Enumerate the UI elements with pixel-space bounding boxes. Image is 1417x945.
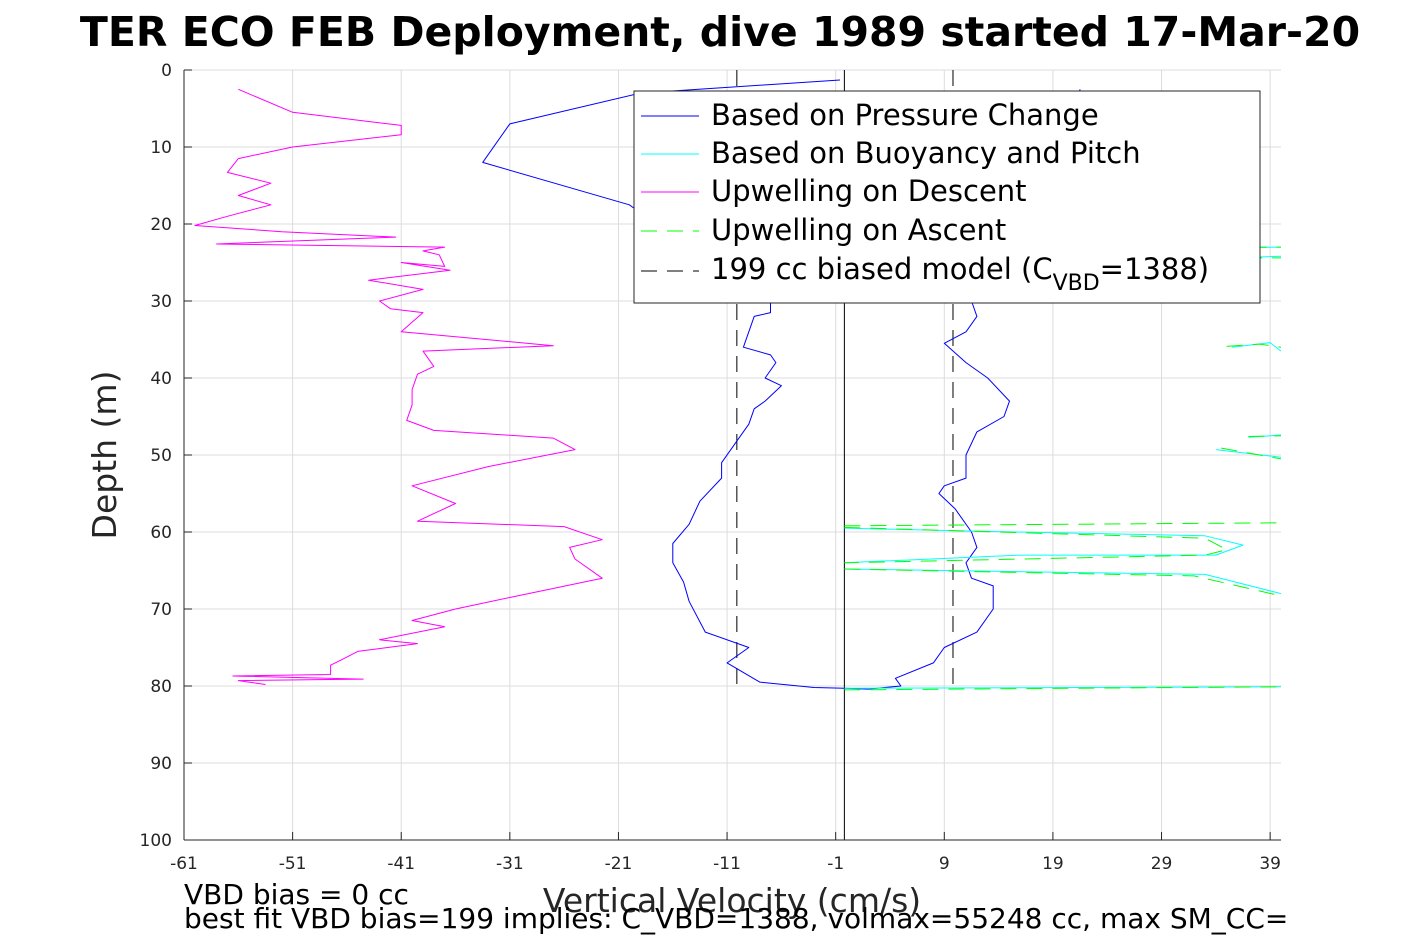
legend-box: [633, 90, 1261, 304]
legend-model-subscript: VBD: [1053, 271, 1100, 296]
legend-label-pressure: Based on Pressure Change: [711, 98, 1099, 132]
x-tick-label: 19: [1042, 854, 1064, 874]
y-tick-label: 70: [150, 600, 172, 620]
buoyancy-line: [844, 568, 1281, 595]
x-tick-label: -41: [387, 854, 415, 874]
y-tick-label: 100: [140, 831, 172, 851]
y-tick-label: 80: [150, 677, 172, 697]
y-tick-label: 50: [150, 446, 172, 466]
ticks: -61 -51 -41 -31 -21 -11 -1 9 19 29 39 0 10 20 30 40 50 60…: [140, 61, 1281, 874]
upwell-ascent-line: [1221, 447, 1281, 460]
x-tick-label: -11: [713, 854, 741, 874]
footer-best-fit: best fit VBD bias=199 implies: C_VBD=138…: [184, 902, 1288, 935]
x-tick-label: -51: [279, 854, 307, 874]
y-axis-label: Depth (m): [85, 371, 124, 540]
y-tick-label: 60: [150, 523, 172, 543]
buoyancy-line: [1232, 342, 1281, 352]
x-tick-label: 39: [1259, 854, 1281, 874]
legend-model-suffix: =1388): [1100, 252, 1209, 286]
legend-label-buoyancy: Based on Buoyancy and Pitch: [711, 136, 1141, 170]
upwell-ascent-line: [844, 568, 1281, 597]
legend-label-model: 199 cc biased model (CVBD=1388): [711, 252, 1209, 296]
upwell-ascent-line: [844, 522, 1281, 527]
upwell-descent-line: [194, 88, 603, 685]
legend-model-prefix: 199 cc biased model (C: [711, 252, 1053, 286]
upwell-ascent-line: [844, 526, 1228, 564]
legend: Based on Pressure Change Based on Buoyan…: [633, 90, 1261, 304]
y-tick-label: 20: [150, 215, 172, 235]
y-tick-label: 10: [150, 138, 172, 158]
x-tick-label: -1: [827, 854, 844, 874]
upwell-ascent-line: [1226, 343, 1281, 348]
buoyancy-line: [1248, 434, 1281, 438]
buoyancy-line: [844, 527, 1244, 564]
x-tick-label: -61: [170, 854, 198, 874]
x-tick-label: 29: [1151, 854, 1173, 874]
x-axis-label: Vertical Velocity (cm/s): [543, 881, 921, 920]
x-tick-label: -21: [605, 854, 633, 874]
y-tick-label: 0: [161, 61, 172, 81]
y-tick-label: 40: [150, 369, 172, 389]
upwell-ascent-line: [1248, 435, 1281, 437]
pressure-line: [482, 79, 1081, 690]
chart-title: TER ECO FEB Deployment, dive 1989 starte…: [80, 8, 1360, 56]
upwell-ascent-line: [844, 686, 1281, 691]
footer-vbd-bias: VBD bias = 0 cc: [184, 878, 409, 911]
x-tick-label: 9: [939, 854, 950, 874]
y-tick-label: 30: [150, 292, 172, 312]
x-tick-label: -31: [496, 854, 524, 874]
legend-label-upwell-descent: Upwelling on Descent: [711, 174, 1027, 208]
data-layer: [194, 70, 1281, 840]
y-tick-label: 90: [150, 754, 172, 774]
legend-label-upwell-ascent: Upwelling on Ascent: [711, 213, 1006, 247]
buoyancy-line: [844, 686, 1281, 689]
